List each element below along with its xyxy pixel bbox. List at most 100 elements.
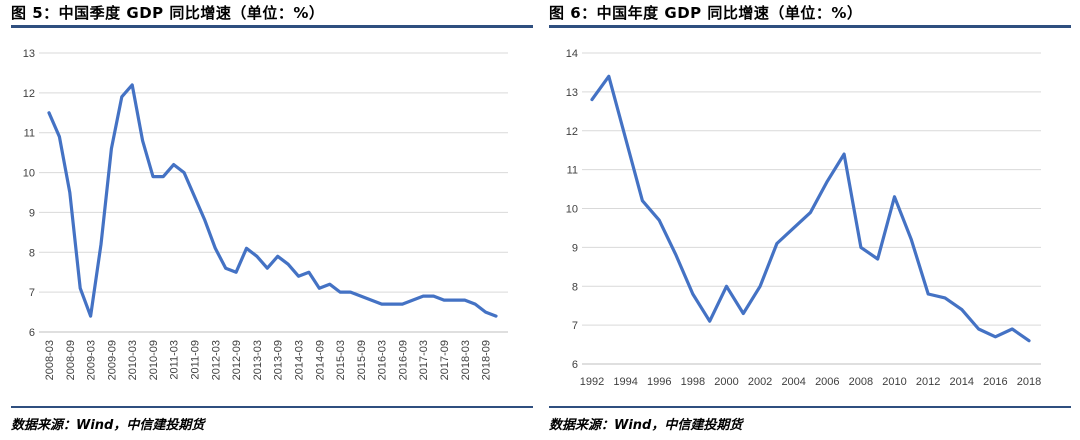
chart-panel-annual: 图 6：中国年度 GDP 同比增速（单位：%） 6 7 8 9 10 11 12 13 14 19… (549, 0, 1071, 440)
data-point (286, 263, 290, 266)
x-tick-label: 2014-03 (293, 340, 305, 380)
x-tick-label: 2014-09 (314, 340, 326, 380)
data-point (120, 95, 123, 99)
data-point (691, 292, 695, 296)
data-point (674, 253, 678, 257)
data-point (99, 243, 103, 246)
data-point (68, 191, 71, 194)
data-point (172, 163, 175, 166)
data-point (338, 290, 342, 294)
data-point (182, 171, 186, 174)
data-point (432, 294, 435, 298)
y-tick-label: 12 (23, 88, 35, 100)
x-tick-label: 2004 (781, 376, 805, 388)
data-point (370, 298, 373, 302)
x-tick-label: 2008 (849, 376, 873, 388)
data-point (1010, 327, 1014, 331)
data-point (58, 135, 61, 138)
x-tick-label: 2012-09 (231, 340, 243, 380)
data-point (110, 147, 113, 150)
data-point (792, 226, 795, 230)
x-tick-label: 2017-09 (439, 340, 451, 380)
y-tick-label: 8 (572, 281, 578, 293)
data-point (47, 111, 51, 114)
x-tick-label: 2011-09 (190, 340, 202, 380)
x-tick-label: 2010-03 (127, 340, 139, 380)
data-point (876, 257, 879, 261)
y-tick-label: 11 (567, 165, 578, 177)
data-point (910, 238, 913, 241)
x-tick-label: 1998 (681, 376, 705, 388)
y-tick-label: 8 (29, 247, 35, 259)
data-point (255, 255, 259, 258)
y-tick-label: 7 (29, 287, 35, 299)
data-point (78, 286, 82, 290)
data-point (380, 302, 383, 306)
data-point (960, 308, 963, 311)
y-tick-label: 9 (572, 242, 578, 254)
x-tick-label: 1994 (613, 376, 637, 388)
data-point (162, 175, 165, 178)
data-point (203, 219, 207, 222)
source-note-quarterly: 数据来源：Wind，中信建投期货 (11, 418, 205, 433)
y-tick-label: 14 (566, 48, 578, 60)
x-tick-label: 2008-03 (44, 340, 56, 380)
y-tick-label: 11 (24, 128, 35, 140)
x-tick-label: 2010-09 (148, 340, 160, 380)
x-tick-label: 2011-03 (169, 340, 181, 380)
x-tick-label: 2008-09 (65, 340, 77, 380)
data-point (826, 180, 829, 183)
data-point (297, 275, 300, 278)
y-tick-label: 13 (23, 48, 35, 60)
y-tick-label: 12 (566, 126, 578, 138)
data-point (349, 290, 352, 294)
y-tick-label: 13 (566, 87, 578, 99)
data-point (708, 320, 711, 323)
data-point (842, 152, 846, 156)
data-point (401, 302, 404, 306)
data-point (742, 312, 745, 315)
data-point (214, 247, 217, 250)
y-tick-label: 9 (29, 207, 35, 219)
x-tick-label: 2016-09 (397, 340, 409, 380)
data-point (390, 302, 394, 306)
x-tick-label: 1992 (580, 376, 604, 388)
data-point (193, 195, 196, 198)
y-tick-label: 10 (23, 168, 35, 180)
data-point (141, 139, 144, 142)
data-point (1027, 339, 1031, 342)
x-tick-label: 2009-09 (106, 340, 118, 380)
quarterly-gdp-chart: 6 7 8 9 10 11 12 13 2008-03 2008-09 2009-03 2009-09… (23, 48, 508, 380)
source-note-annual: 数据来源：Wind，中信建投期货 (549, 418, 743, 433)
data-point (758, 285, 762, 288)
data-point (725, 285, 728, 288)
title-divider (11, 25, 533, 28)
data-point (411, 298, 415, 302)
series-line (47, 83, 498, 318)
data-point (474, 302, 477, 306)
x-tick-label: 2017-03 (418, 340, 430, 380)
data-point (607, 75, 611, 78)
data-point (658, 218, 661, 222)
data-point (422, 294, 425, 298)
data-point (307, 271, 311, 274)
data-point (89, 314, 92, 318)
title-divider (549, 25, 1071, 28)
data-point (266, 267, 269, 270)
x-tick-label: 2018 (1017, 376, 1041, 388)
x-tick-label: 2018-09 (481, 340, 493, 380)
x-tick-label: 2014 (950, 376, 974, 388)
data-point (130, 83, 134, 87)
x-tick-label: 2015-09 (356, 340, 368, 380)
data-point (245, 247, 248, 250)
data-point (494, 314, 498, 318)
x-tick-label: 2016 (983, 376, 1007, 388)
data-point (994, 335, 997, 338)
data-point (453, 298, 456, 302)
x-tick-label: 2010 (882, 376, 906, 388)
x-tick-label: 2009-03 (86, 340, 98, 380)
y-tick-label: 6 (572, 359, 578, 371)
data-point (775, 242, 779, 245)
data-point (943, 296, 947, 300)
data-point (977, 327, 980, 331)
